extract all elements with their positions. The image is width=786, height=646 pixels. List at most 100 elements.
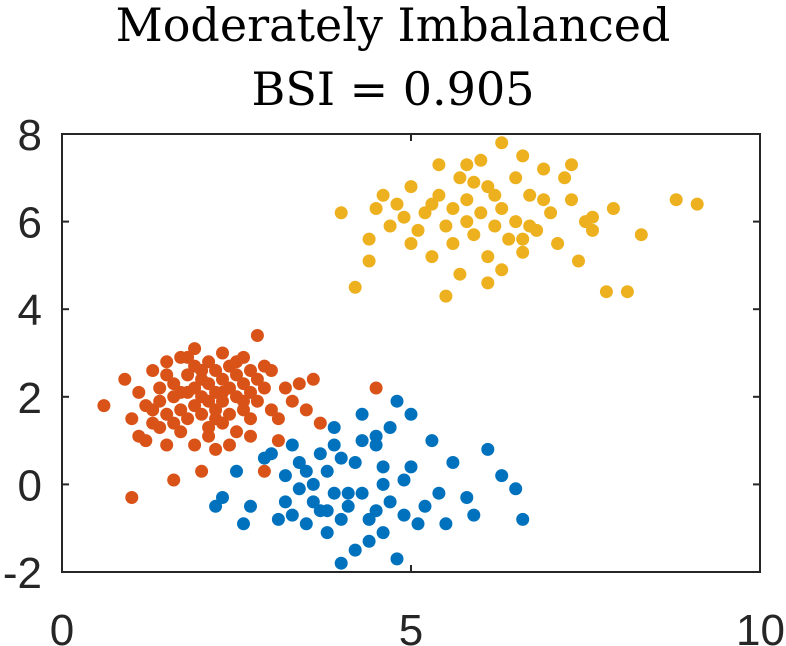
data-point bbox=[278, 381, 292, 395]
data-point bbox=[404, 460, 418, 474]
data-point bbox=[376, 526, 390, 540]
data-point bbox=[202, 355, 216, 369]
data-point bbox=[334, 451, 348, 465]
data-point bbox=[181, 368, 195, 382]
data-point bbox=[453, 171, 467, 185]
data-point bbox=[355, 486, 369, 500]
data-point bbox=[160, 368, 174, 382]
data-point bbox=[599, 285, 613, 299]
data-point bbox=[271, 512, 285, 526]
data-point bbox=[558, 171, 572, 185]
data-point bbox=[418, 499, 432, 513]
data-point bbox=[334, 556, 348, 570]
data-point bbox=[383, 219, 397, 233]
data-point bbox=[460, 491, 474, 504]
y-tick-label: 2 bbox=[18, 374, 42, 423]
x-tick-label: 5 bbox=[399, 606, 423, 646]
y-tick-label: 8 bbox=[18, 111, 42, 160]
data-point bbox=[216, 372, 229, 386]
data-point bbox=[118, 372, 132, 386]
data-point bbox=[376, 477, 390, 491]
data-point bbox=[502, 232, 516, 246]
data-point bbox=[369, 381, 383, 395]
y-tick-label: -2 bbox=[3, 549, 42, 598]
data-point bbox=[216, 346, 229, 360]
data-point bbox=[244, 429, 257, 443]
data-point bbox=[188, 342, 202, 356]
data-point bbox=[264, 447, 278, 461]
data-point bbox=[537, 193, 551, 207]
data-point bbox=[586, 210, 599, 224]
x-axis-ticks: 0 5 10 bbox=[50, 134, 785, 646]
data-point bbox=[97, 399, 111, 413]
data-point bbox=[390, 552, 404, 566]
data-point bbox=[669, 193, 683, 207]
data-point bbox=[153, 394, 167, 408]
data-point bbox=[418, 206, 432, 220]
data-point bbox=[299, 517, 313, 531]
data-point bbox=[230, 464, 243, 478]
data-point bbox=[244, 412, 257, 426]
data-point bbox=[446, 237, 460, 250]
data-point bbox=[167, 473, 181, 487]
data-point bbox=[306, 372, 320, 386]
data-point bbox=[460, 215, 474, 229]
x-tick-label: 10 bbox=[736, 606, 785, 646]
data-point bbox=[237, 377, 250, 391]
data-point bbox=[446, 202, 460, 215]
data-point bbox=[425, 434, 439, 448]
data-point bbox=[383, 495, 397, 509]
data-point bbox=[481, 442, 495, 456]
data-point bbox=[299, 464, 313, 478]
data-point bbox=[250, 372, 264, 386]
data-point bbox=[432, 188, 446, 202]
data-point bbox=[390, 394, 404, 408]
plot-area-frame bbox=[61, 133, 761, 573]
data-point bbox=[509, 171, 523, 185]
data-point bbox=[167, 377, 181, 391]
data-point bbox=[411, 223, 425, 237]
data-point bbox=[264, 364, 278, 377]
data-point bbox=[271, 412, 285, 426]
data-point bbox=[439, 289, 453, 303]
data-point bbox=[271, 434, 285, 448]
data-point bbox=[250, 329, 264, 342]
data-point bbox=[390, 197, 404, 211]
data-point bbox=[432, 486, 446, 500]
data-point bbox=[132, 429, 146, 443]
data-point bbox=[202, 377, 216, 391]
data-point bbox=[376, 460, 390, 474]
x-tick-label: 0 bbox=[50, 606, 74, 646]
data-point bbox=[160, 355, 174, 369]
data-point bbox=[404, 407, 418, 421]
y-tick-label: 4 bbox=[18, 286, 42, 335]
data-point bbox=[523, 188, 537, 202]
data-point bbox=[306, 495, 320, 509]
data-point bbox=[195, 407, 209, 421]
data-point bbox=[439, 517, 453, 531]
data-point bbox=[467, 508, 481, 522]
data-point bbox=[460, 158, 474, 172]
data-point bbox=[244, 499, 257, 513]
data-point bbox=[488, 188, 502, 202]
data-point bbox=[292, 377, 306, 391]
data-point bbox=[481, 180, 495, 194]
data-point bbox=[195, 464, 209, 478]
data-point bbox=[209, 412, 223, 426]
data-point bbox=[362, 534, 376, 548]
data-point bbox=[404, 180, 418, 194]
data-point bbox=[230, 355, 243, 369]
data-point bbox=[369, 202, 383, 215]
data-point bbox=[244, 385, 257, 399]
data-point bbox=[369, 429, 383, 443]
data-point bbox=[460, 193, 474, 207]
data-point bbox=[174, 385, 188, 399]
data-point bbox=[181, 350, 195, 364]
data-point bbox=[285, 508, 299, 522]
data-point bbox=[439, 219, 453, 233]
data-point bbox=[334, 512, 348, 526]
data-point bbox=[355, 434, 369, 448]
data-point bbox=[202, 394, 216, 408]
data-point bbox=[327, 438, 341, 452]
